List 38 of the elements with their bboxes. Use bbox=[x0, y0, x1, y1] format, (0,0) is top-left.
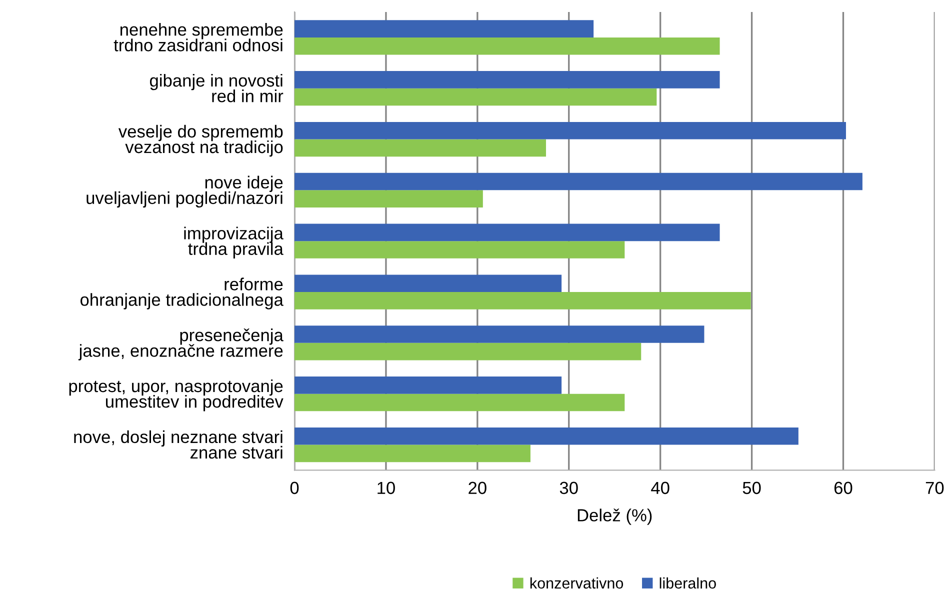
bar bbox=[294, 37, 720, 55]
x-tick-label: 20 bbox=[468, 482, 486, 494]
x-tick-label: 40 bbox=[651, 482, 670, 494]
y-tick-label: improvizacija trdna pravila bbox=[184, 226, 284, 258]
y-tick-label: nove, doslej neznane stvari znane stvari bbox=[74, 430, 282, 459]
x-tick-label: 0 bbox=[290, 482, 299, 494]
bar bbox=[294, 139, 546, 157]
bar bbox=[294, 444, 530, 462]
bar bbox=[294, 394, 625, 412]
bar bbox=[294, 88, 657, 106]
bar bbox=[294, 274, 562, 292]
bar bbox=[294, 172, 862, 190]
bar bbox=[294, 326, 704, 343]
bar bbox=[294, 241, 625, 258]
y-tick-label: veselje do sprememb vezanost na tradicijo bbox=[118, 124, 283, 157]
legend-label: liberalno bbox=[660, 577, 716, 589]
bar bbox=[294, 427, 798, 445]
y-tick-label: gibanje in novosti red in mir bbox=[150, 74, 284, 102]
bar bbox=[294, 376, 562, 394]
x-tick-label: 30 bbox=[560, 482, 578, 494]
bar bbox=[294, 292, 751, 310]
y-tick-label: protest, upor, nasprotovanje umestitev in podreditev bbox=[69, 379, 284, 412]
x-axis-title: Delež (%) bbox=[578, 508, 652, 525]
bar bbox=[294, 190, 483, 208]
bar bbox=[294, 224, 720, 242]
bar bbox=[294, 122, 846, 140]
bar bbox=[294, 20, 594, 38]
y-tick-label: nove ideje uveljavljeni pogledi/nazori bbox=[86, 176, 283, 208]
x-tick-label: 50 bbox=[742, 482, 761, 494]
y-tick-label: presenečenja jasne, enoznačne razmere bbox=[78, 328, 284, 360]
legend-label: konzervativno bbox=[530, 577, 624, 589]
x-tick-label: 70 bbox=[926, 482, 944, 494]
y-tick-label: nenehne spremembe trdno zasidrani odnosi bbox=[114, 23, 283, 52]
bar bbox=[294, 342, 642, 360]
y-tick-label: reforme ohranjanje tradicionalnega bbox=[80, 278, 284, 310]
x-tick-label: 60 bbox=[834, 482, 852, 494]
x-tick-label: 10 bbox=[378, 482, 395, 494]
bar bbox=[294, 71, 720, 88]
